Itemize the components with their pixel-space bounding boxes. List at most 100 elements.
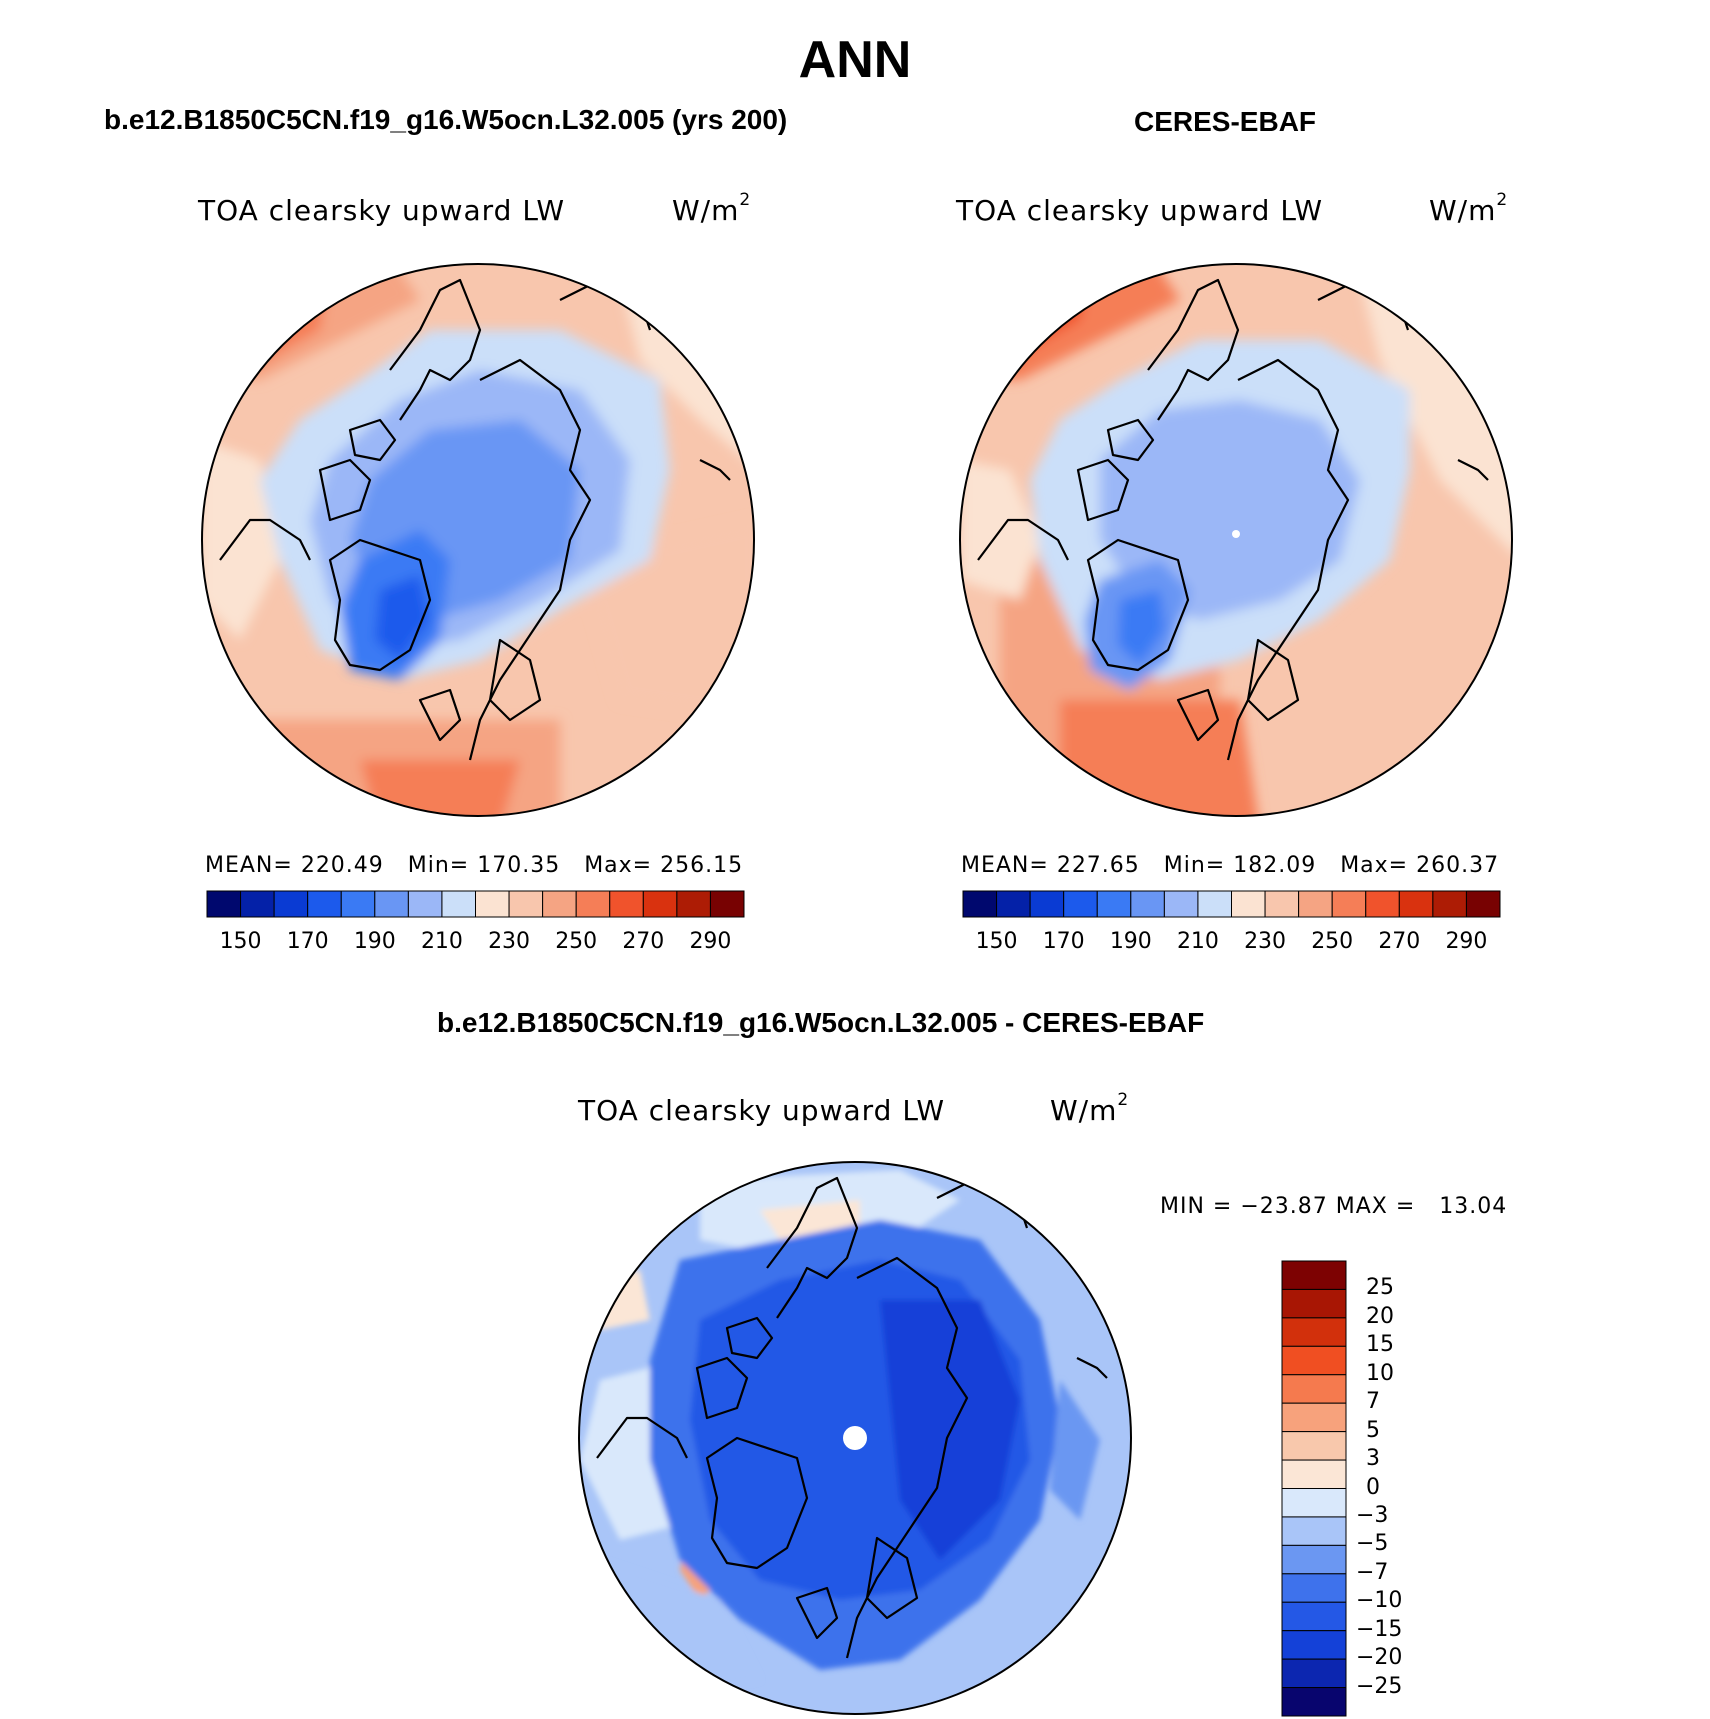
panel2-colorbar-box-14 — [1432, 890, 1467, 918]
panel1-colorbar-tick-label: 210 — [420, 929, 463, 954]
panel2-colorbar-box-2 — [1029, 890, 1065, 918]
panel2-coast-archipelago-a — [1076, 458, 1130, 522]
panel1-colorbar-box-11 — [575, 890, 611, 918]
panel3-units-base: W/m — [1050, 1094, 1118, 1127]
panel1-colorbar-tick-label: 170 — [286, 929, 329, 954]
panel3-units-exp: 2 — [1117, 1090, 1130, 1110]
panel2-colorbar-box-5 — [1130, 890, 1165, 918]
panel1-case-title: b.e12.B1850C5CN.f19_g16.W5ocn.L32.005 (y… — [104, 104, 788, 135]
panel1-colorbar-tick-label: 250 — [555, 929, 598, 954]
panel2-field-greenland-core — [1118, 590, 1165, 665]
panel3-colorbar-tick-label: 0 — [1366, 1474, 1380, 1500]
panel2-colorbar-tick-label: 170 — [1042, 929, 1085, 954]
panel2-colorbar-box-7 — [1197, 890, 1232, 918]
panel2-colorbar-tick-label: 270 — [1378, 929, 1421, 954]
figure-title: ANN — [798, 31, 912, 89]
panel2-coast-ireland — [1176, 688, 1220, 742]
panel3-coast-archipelago-b — [725, 1316, 774, 1360]
panel3-colorbar-box-13 — [1281, 1630, 1347, 1660]
panel2-colorbar-box-4 — [1096, 890, 1132, 918]
panel3-colorbar-box-6 — [1281, 1431, 1347, 1461]
panel1-coast-ireland — [418, 688, 462, 742]
panel2-coast-greenland — [1086, 538, 1190, 672]
panel3-case-title: b.e12.B1850C5CN.f19_g16.W5ocn.L32.005 - … — [437, 1007, 1205, 1038]
panel2-variable-label: TOA clearsky upward LW — [956, 194, 1324, 227]
panel2-colorbar-box-10 — [1298, 890, 1333, 918]
panel1-colorbar-box-15 — [709, 890, 745, 918]
panel1-colorbar-tick-label: 150 — [219, 929, 262, 954]
panel3-colorbar-tick-label: 25 — [1366, 1275, 1394, 1301]
panel3-map-border — [578, 1161, 1132, 1715]
panel2-map — [960, 264, 1512, 816]
panel2-case-title: CERES-EBAF — [1134, 106, 1317, 137]
panel2-coast-scandinavia — [1246, 638, 1300, 722]
panel2-coastlines — [977, 278, 1489, 761]
panel1-units-label: W/m2 — [672, 190, 751, 227]
panel1-colorbar-tick-label: 270 — [622, 929, 665, 954]
panel3-colorbar-box-5 — [1281, 1402, 1347, 1433]
panel1-coast-scandinavia — [488, 638, 542, 722]
panel2-colorbar-box-13 — [1398, 890, 1434, 918]
panel2-units-base: W/m — [1429, 194, 1497, 227]
panel1-colorbar-box-8 — [475, 890, 510, 918]
panel2-units-exp: 2 — [1496, 190, 1509, 210]
panel2-colorbar-box-1 — [996, 890, 1031, 918]
panel3-colorbar-box-8 — [1281, 1488, 1347, 1518]
panel2-colorbar-box-9 — [1264, 890, 1300, 918]
panel1-colorbar — [206, 890, 745, 918]
panel1-coastlines — [219, 278, 731, 761]
panel3-coast-alaska-tip — [1076, 1357, 1108, 1379]
panel1-colorbar-tick-label: 230 — [488, 929, 531, 954]
panel3-colorbar-box-4 — [1281, 1374, 1347, 1404]
panel3-colorbar-tick-label: 5 — [1366, 1417, 1380, 1443]
panel1-colorbar-tick-label: 190 — [353, 929, 396, 954]
panel3-units-label: W/m2 — [1050, 1090, 1129, 1127]
panel1-colorbar-box-1 — [240, 890, 275, 918]
panel3-colorbar-box-9 — [1281, 1516, 1347, 1546]
panel1-colorbar-box-14 — [676, 890, 711, 918]
panel2-coast-alaska-tip — [1457, 459, 1489, 481]
panel3-colorbar-box-2 — [1281, 1317, 1347, 1347]
panel1-units-exp: 2 — [739, 190, 752, 210]
panel2-field-atlantic-warm — [1060, 700, 1260, 816]
panel2-stats: MEAN= 227.65 Min= 182.09 Max= 260.37 — [961, 853, 1500, 878]
panel1-colorbar-box-2 — [273, 890, 309, 918]
panel3-colorbar-box-14 — [1281, 1658, 1347, 1689]
panel1-coast-alaska-tip — [699, 459, 731, 481]
panel3-colorbar-box-15 — [1281, 1687, 1347, 1717]
panel3-colorbar-tick-label: −10 — [1356, 1588, 1403, 1614]
panel1-field-canada-west — [202, 440, 280, 640]
panel2-colorbar-box-11 — [1331, 890, 1367, 918]
panel1-colorbar-box-6 — [407, 890, 443, 918]
panel2-map-border — [959, 263, 1513, 817]
panel3-colorbar-tick-label: −7 — [1356, 1559, 1389, 1585]
panel1-field-atlantic-warm — [360, 760, 520, 816]
panel2-colorbar-tick-label: 210 — [1176, 929, 1219, 954]
panel3-colorbar-tick-label: 15 — [1366, 1332, 1394, 1358]
panel2-pole-mask — [1232, 530, 1240, 538]
panel2-colorbar-tick-label: 290 — [1445, 929, 1488, 954]
panel3-colorbar-tick-label: −5 — [1356, 1531, 1389, 1557]
panel2-colorbar-tick-label: 230 — [1244, 929, 1287, 954]
panel3-colorbar-tick-label: −20 — [1356, 1645, 1403, 1671]
panel1-colorbar-box-13 — [642, 890, 678, 918]
panel3-colorbar-box-7 — [1281, 1459, 1347, 1489]
panel3-colorbar-tick-label: −15 — [1356, 1616, 1403, 1642]
panel1-colorbar-box-7 — [441, 890, 476, 918]
panel1-map-border — [201, 263, 755, 817]
panel2-colorbar-box-15 — [1465, 890, 1501, 918]
panel3-coast-archipelago-a — [695, 1356, 749, 1420]
panel3-field-east-edge — [1050, 1380, 1100, 1520]
panel1-map — [202, 264, 754, 816]
panel1-coast-hudson — [219, 518, 311, 561]
panel3-colorbar — [1281, 1260, 1347, 1717]
panel2-colorbar-tick-label: 190 — [1109, 929, 1152, 954]
panel3-colorbar-box-10 — [1281, 1544, 1347, 1575]
panel3-colorbar-box-1 — [1281, 1288, 1347, 1319]
panel2-colorbar-box-6 — [1163, 890, 1199, 918]
panel2-coast-archipelago-b — [1106, 418, 1155, 462]
panel2-colorbar-box-8 — [1231, 890, 1266, 918]
panel3-colorbar-tick-label: 10 — [1366, 1360, 1394, 1386]
panel1-coast-archipelago-b — [348, 418, 397, 462]
panel3-coast-alaska — [766, 1176, 859, 1319]
